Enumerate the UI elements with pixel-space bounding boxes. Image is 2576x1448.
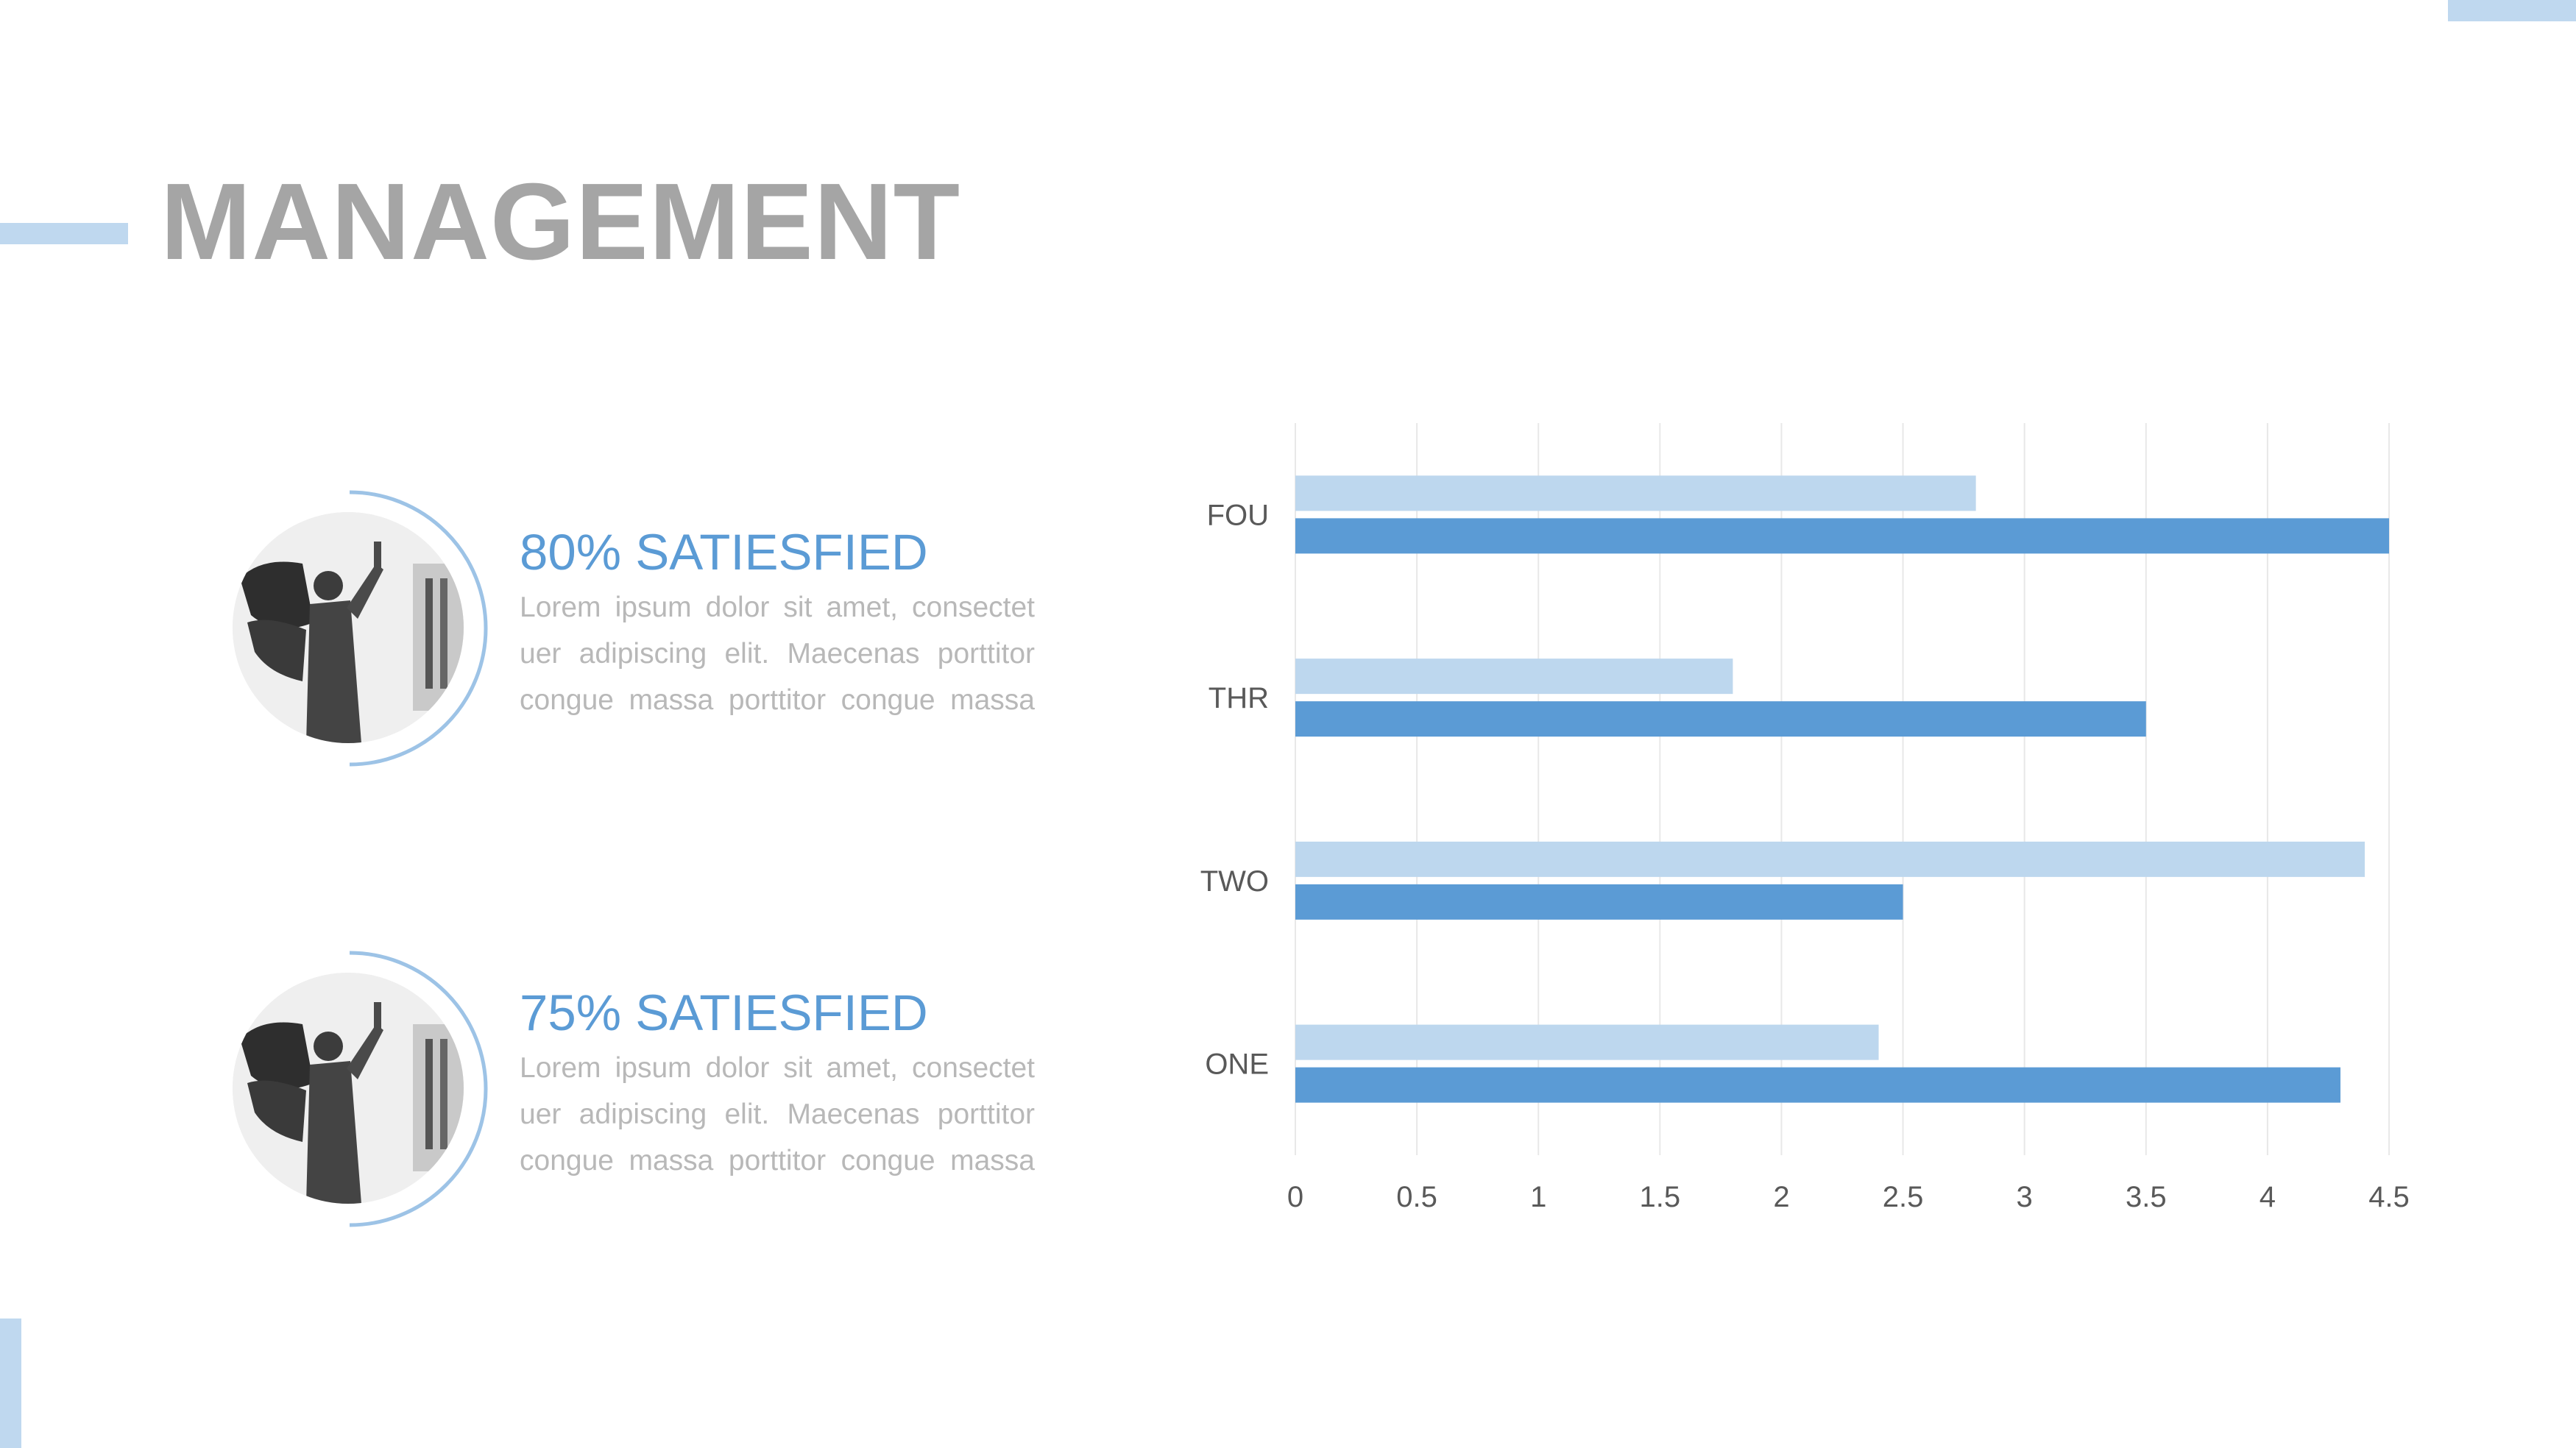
bar	[1295, 659, 1733, 695]
y-tick-label: TWO	[1200, 865, 1269, 898]
page-title: MANAGEMENT	[160, 161, 961, 283]
x-tick-label: 3.5	[2126, 1181, 2167, 1213]
bar	[1295, 518, 2389, 554]
item-description: Lorem ipsum dolor sit amet, consectet ue…	[520, 1052, 1035, 1176]
item-description: Lorem ipsum dolor sit amet, consectet ue…	[520, 592, 1035, 716]
bar-chart: 0 0.5 1 1.5 2 2.5 3 3.5 4 4.5 ONE TWO THR FOU	[1148, 412, 2444, 1266]
bar	[1295, 1024, 1879, 1060]
bar	[1295, 701, 2146, 737]
decor-bar-title	[0, 223, 128, 244]
avatar	[221, 949, 493, 1229]
x-tick-label: 1.5	[1640, 1181, 1681, 1213]
x-tick-label: 0.5	[1396, 1181, 1437, 1213]
satisfaction-item: 80% SATIESFIED Lorem ipsum dolor sit ame…	[0, 489, 1104, 783]
satisfaction-item: 75% SATIESFIED Lorem ipsum dolor sit ame…	[0, 949, 1104, 1243]
bar	[1295, 475, 1976, 511]
y-tick-label: THR	[1209, 682, 1269, 714]
avatar-arc	[349, 490, 488, 767]
chart-svg: 0 0.5 1 1.5 2 2.5 3 3.5 4 4.5 ONE TWO THR FOU	[1200, 423, 2410, 1213]
avatar-arc	[349, 951, 488, 1227]
bar	[1295, 1067, 2340, 1103]
angel-statue-image	[233, 973, 464, 1204]
x-tick-label: 2.5	[1883, 1181, 1924, 1213]
item-heading: 80% SATIESFIED	[520, 524, 928, 581]
x-tick-label: 2	[1773, 1181, 1789, 1213]
x-tick-label: 4	[2260, 1181, 2276, 1213]
angel-statue-image	[233, 512, 464, 743]
x-tick-label: 0	[1287, 1181, 1303, 1213]
y-tick-label: ONE	[1205, 1048, 1269, 1081]
x-tick-label: 4.5	[2368, 1181, 2410, 1213]
item-heading: 75% SATIESFIED	[520, 984, 928, 1041]
decor-bar-top-right	[2448, 0, 2576, 21]
bar	[1295, 841, 2365, 877]
x-tick-label: 1	[1530, 1181, 1546, 1213]
bar	[1295, 884, 1903, 920]
avatar	[221, 489, 493, 768]
y-tick-label: FOU	[1207, 499, 1269, 531]
x-tick-label: 3	[2017, 1181, 2033, 1213]
decor-bar-bottom-left	[0, 1319, 21, 1448]
